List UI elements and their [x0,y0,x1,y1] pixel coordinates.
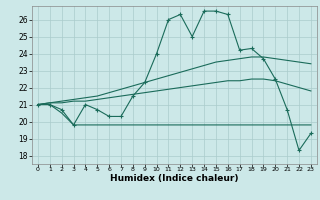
X-axis label: Humidex (Indice chaleur): Humidex (Indice chaleur) [110,174,239,183]
